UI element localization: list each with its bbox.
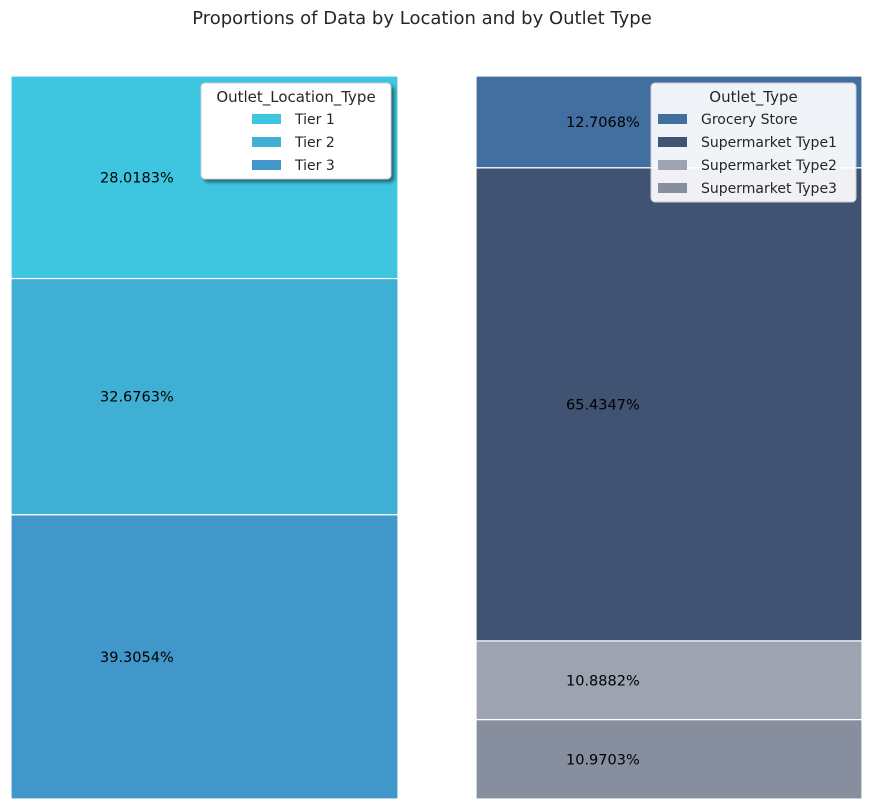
legend-entry-label: Supermarket Type2 (701, 158, 837, 174)
legend-swatch (252, 137, 281, 147)
legend: Outlet_Type Grocery Store Supermarket Type… (650, 82, 857, 203)
data-label: 65.4347% (566, 397, 640, 413)
bar-segment (10, 514, 399, 800)
bar-segment (475, 719, 863, 800)
legend-swatch (658, 137, 687, 147)
chart-panel-1: 28.0183% 32.6763% 39.3054% Outlet_Location_… (10, 75, 399, 800)
data-label: 10.9703% (566, 752, 640, 768)
legend-title: Outlet_Location_Type (216, 88, 375, 107)
legend-title: Outlet_Type (709, 88, 797, 107)
bar-segment (475, 640, 863, 721)
legend-entry-label: Grocery Store (701, 112, 798, 128)
legend-swatch (252, 160, 281, 170)
legend-entry-label: Supermarket Type3 (701, 181, 837, 197)
chart-title: Proportions of Data by Location and by O… (192, 8, 652, 29)
legend-entry-label: Tier 3 (294, 158, 335, 174)
data-label: 12.7068% (566, 115, 640, 131)
data-label: 32.6763% (100, 390, 174, 406)
legend: Outlet_Location_Type Tier 1 Tier 2 Tier 3 (200, 82, 392, 180)
data-label: 28.0183% (100, 170, 174, 186)
chart-panel-2: 12.7068% 65.4347% 10.8882% 10.9703% Outlet_T… (475, 75, 863, 800)
data-label: 10.8882% (566, 673, 640, 689)
legend-swatch (658, 160, 687, 170)
bar-segment (475, 167, 863, 642)
legend-entry-label: Tier 1 (294, 112, 335, 128)
bar-segment (10, 277, 399, 516)
data-label: 39.3054% (100, 650, 174, 666)
legend-entry-label: Tier 2 (294, 135, 335, 151)
legend-box (650, 82, 857, 203)
legend-entry-label: Supermarket Type1 (701, 135, 837, 151)
legend-swatch (658, 114, 687, 124)
legend-swatch (658, 183, 687, 193)
legend-swatch (252, 114, 281, 124)
legend-box (200, 82, 392, 180)
